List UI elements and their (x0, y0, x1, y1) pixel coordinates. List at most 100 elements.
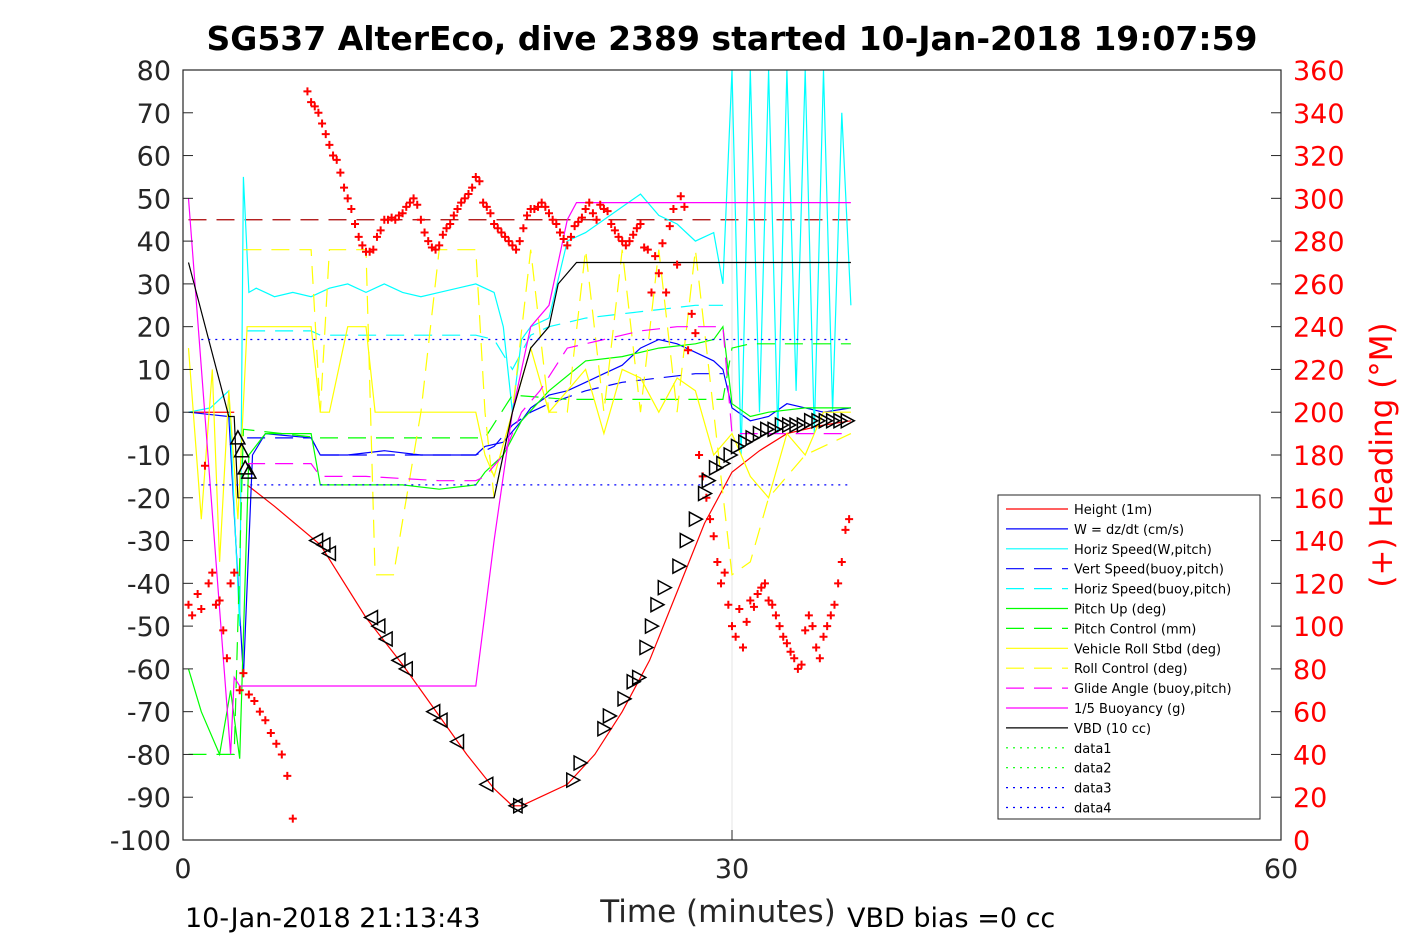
right-axis-label: (+) Heading (°M) (1364, 322, 1400, 587)
depth-marker (774, 416, 790, 434)
heading-point (801, 626, 810, 635)
heading-point (618, 237, 627, 246)
heading-point (294, 847, 302, 855)
y-tick-label: 0 (154, 398, 171, 429)
heading-point (250, 696, 259, 705)
x-tick-label: 60 (1264, 854, 1298, 885)
heading-point (629, 230, 638, 239)
series-line-7 (187, 326, 851, 562)
legend-entry-2: Horiz Speed(W,pitch) (1074, 543, 1212, 558)
depth-marker (233, 442, 250, 458)
heading-point (266, 729, 275, 738)
depth-marker (697, 485, 714, 502)
depth-marker (377, 630, 393, 648)
right-tick-label: 140 (1293, 527, 1345, 558)
heading-point (574, 217, 583, 226)
series-line-11 (187, 261, 851, 499)
heading-point (545, 209, 553, 218)
depth-marker (679, 532, 695, 549)
heading-point (709, 532, 718, 541)
heading-point (651, 252, 660, 261)
depth-marker (390, 652, 406, 669)
heading-point (501, 232, 510, 241)
right-tick-label: 220 (1293, 355, 1345, 386)
heading-point (724, 600, 733, 609)
depth-marker (818, 412, 834, 430)
right-tick-label: 180 (1293, 441, 1345, 472)
legend-entry-10: 1/5 Buoyancy (g) (1074, 702, 1185, 717)
heading-point (314, 108, 323, 117)
heading-point (283, 771, 292, 780)
y-tick-label: -50 (127, 612, 171, 643)
series-line-10 (187, 198, 851, 755)
heading-point (369, 245, 378, 254)
legend-entry-12: data1 (1074, 742, 1112, 757)
heading-point (438, 230, 447, 239)
depth-marker (723, 446, 739, 464)
depth-marker (639, 639, 655, 656)
heading-point (717, 579, 726, 588)
heading-point (812, 643, 821, 652)
heading-point (768, 600, 777, 609)
heading-point (764, 596, 773, 605)
heading-point (782, 639, 791, 648)
heading-point (336, 168, 345, 177)
legend-entry-14: data3 (1074, 782, 1112, 797)
y-tick-label: 20 (137, 313, 171, 344)
heading-point (760, 579, 769, 588)
depth-marker (362, 609, 379, 626)
heading-point (197, 605, 206, 613)
legend-entry-1: W = dz/dt (cm/s) (1074, 523, 1184, 538)
legend-entry-3: Vert Speed(buoy,pitch) (1074, 563, 1224, 578)
depth-marker (617, 690, 633, 708)
heading-point (826, 611, 835, 620)
y-tick-label: 40 (137, 227, 171, 258)
heading-point (676, 192, 685, 201)
heading-point (464, 190, 473, 199)
heading-point (340, 183, 349, 192)
heading-point (841, 525, 850, 534)
heading-point (742, 617, 751, 626)
legend-entry-6: Pitch Control (mm) (1074, 622, 1196, 637)
heading-point (790, 654, 799, 663)
heading-point (310, 102, 319, 111)
heading-point (244, 690, 253, 699)
heading-point (261, 716, 270, 725)
depth-marker (803, 412, 820, 430)
right-tick-label: 240 (1293, 313, 1345, 344)
heading-point (453, 205, 462, 214)
depth-marker (752, 425, 769, 442)
heading-point (757, 583, 766, 592)
right-tick-label: 80 (1293, 655, 1327, 686)
heading-point (563, 241, 572, 250)
heading-point (230, 568, 239, 577)
heading-point (632, 224, 641, 233)
y-tick-label: -20 (127, 484, 171, 515)
depth-marker (716, 455, 732, 472)
depth-marker (308, 532, 324, 549)
x-tick-label: 0 (174, 854, 191, 885)
depth-marker (688, 510, 704, 528)
heading-point (643, 245, 652, 254)
heading-point (193, 590, 202, 599)
y-tick-label: -100 (110, 826, 171, 857)
heading-point (376, 226, 385, 235)
heading-point (358, 241, 367, 250)
heading-point (486, 209, 495, 218)
heading-point (684, 346, 693, 355)
heading-point (446, 220, 455, 228)
y-tick-label: 60 (137, 142, 171, 173)
series-line-3 (247, 373, 723, 456)
depth-marker (478, 776, 494, 793)
heading-point (614, 232, 623, 241)
heading-point (457, 198, 466, 207)
y-tick-label: -30 (127, 527, 171, 558)
footer-vbd-bias: VBD bias =0 cc (847, 903, 1055, 934)
legend-entry-11: VBD (10 cc) (1074, 722, 1151, 737)
heading-point (329, 151, 338, 160)
depth-marker (840, 412, 856, 430)
heading-point (823, 622, 832, 631)
depth-marker (650, 596, 666, 613)
heading-point (420, 228, 429, 237)
right-tick-label: 20 (1293, 783, 1327, 814)
